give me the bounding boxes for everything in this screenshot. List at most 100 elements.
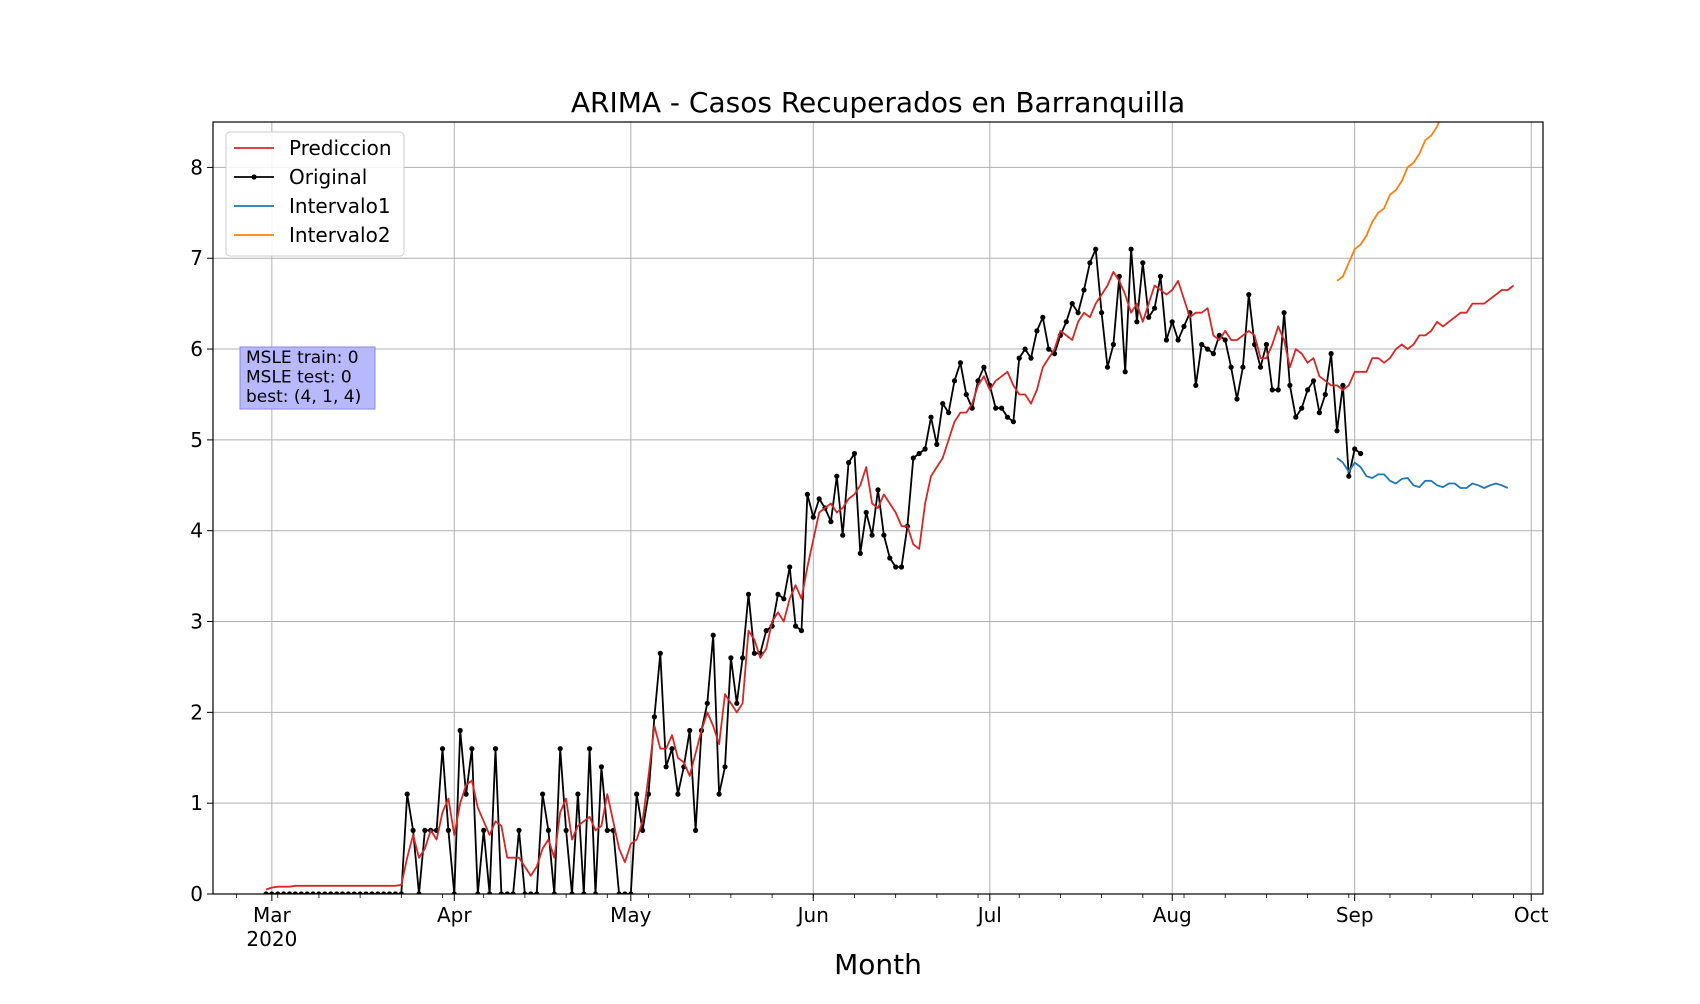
original-point — [1175, 337, 1181, 343]
original-point — [810, 514, 816, 520]
y-tick-label: 8 — [190, 155, 203, 179]
original-point — [575, 791, 581, 797]
original-point — [1010, 419, 1017, 425]
original-point — [957, 360, 964, 366]
original-point — [381, 891, 387, 894]
original-point — [793, 623, 799, 629]
original-point — [1334, 428, 1340, 434]
y-tick-label: 7 — [190, 246, 203, 270]
original-point — [1028, 355, 1034, 361]
y-tick-label: 0 — [190, 882, 203, 906]
y-tick-label: 4 — [190, 519, 203, 543]
x-tick-label: Apr — [437, 903, 472, 927]
original-point — [1087, 260, 1093, 266]
original-point — [687, 727, 693, 734]
y-tick-label: 6 — [190, 337, 203, 361]
original-point — [1263, 341, 1269, 348]
original-point — [922, 446, 928, 452]
original-point — [663, 764, 669, 770]
original-point — [898, 564, 905, 570]
original-point — [357, 891, 363, 894]
original-point — [993, 405, 999, 411]
original-point — [334, 891, 340, 894]
original-point — [339, 891, 346, 894]
original-point — [545, 827, 551, 834]
original-point — [928, 414, 934, 420]
original-point — [1034, 328, 1040, 334]
original-point — [675, 791, 681, 797]
original-point — [893, 564, 899, 570]
original-point — [598, 764, 604, 770]
original-point — [1146, 314, 1152, 320]
original-point — [1281, 310, 1287, 316]
original-point — [981, 364, 987, 370]
legend-original-label: Original — [289, 165, 367, 189]
original-point — [734, 700, 740, 706]
plot-frame — [212, 121, 1544, 895]
original-point — [363, 891, 369, 894]
original-point — [1316, 410, 1322, 416]
x-tick-sublabel: 2020 — [246, 927, 297, 951]
original-point — [1163, 337, 1169, 343]
original-point — [351, 891, 357, 894]
original-point — [1299, 405, 1305, 411]
original-point — [439, 746, 446, 752]
original-point — [581, 891, 587, 894]
intervalo1-line — [1336, 457, 1509, 489]
original-point — [1222, 337, 1228, 343]
original-point — [445, 827, 451, 834]
original-point — [398, 891, 404, 894]
original-point — [1134, 319, 1140, 325]
x-tick-label: Oct — [1514, 903, 1549, 927]
original-point — [999, 405, 1005, 411]
original-point — [1240, 364, 1246, 370]
plot-area — [263, 122, 1515, 894]
original-point — [281, 891, 287, 894]
original-point — [1269, 387, 1275, 393]
original-point — [1104, 364, 1111, 370]
original-point — [934, 441, 940, 447]
original-point — [516, 827, 522, 834]
original-point — [1099, 310, 1105, 316]
grid-layer — [213, 122, 1543, 895]
original-point — [587, 746, 593, 752]
intervalo1-series — [1336, 457, 1509, 489]
original-point — [316, 891, 322, 894]
original-point — [616, 891, 622, 894]
y-tick-label: 1 — [190, 791, 203, 815]
intervalo2-series — [1336, 122, 1441, 282]
original-point — [592, 891, 599, 894]
original-point — [1210, 351, 1216, 357]
original-point — [798, 628, 805, 634]
original-point — [369, 891, 375, 894]
original-point — [492, 746, 499, 752]
original-point — [416, 891, 422, 894]
original-point — [1122, 369, 1128, 375]
original-point — [828, 519, 834, 525]
legend: Prediccion Original Intervalo1 Intervalo2 — [225, 131, 405, 257]
series-layer — [263, 122, 1515, 894]
original-point — [669, 746, 675, 752]
annotation-line: MSLE train: 0 — [246, 348, 359, 368]
original-point — [345, 891, 351, 894]
original-point — [481, 827, 487, 834]
x-tick-label: Aug — [1153, 903, 1192, 927]
original-point — [640, 827, 646, 834]
original-point — [1293, 414, 1299, 420]
original-point — [392, 891, 398, 894]
original-point — [386, 891, 393, 894]
original-point — [1358, 450, 1364, 457]
original-point — [622, 891, 628, 894]
original-point — [557, 746, 563, 752]
original-point — [651, 714, 657, 720]
original-point — [1040, 314, 1046, 320]
original-point — [657, 650, 663, 656]
original-point — [1063, 319, 1069, 325]
y-tick-label: 2 — [190, 700, 203, 724]
original-point — [722, 764, 728, 770]
original-point — [1093, 246, 1099, 252]
original-point — [704, 700, 710, 706]
legend-intervalo2-label: Intervalo2 — [289, 223, 391, 247]
